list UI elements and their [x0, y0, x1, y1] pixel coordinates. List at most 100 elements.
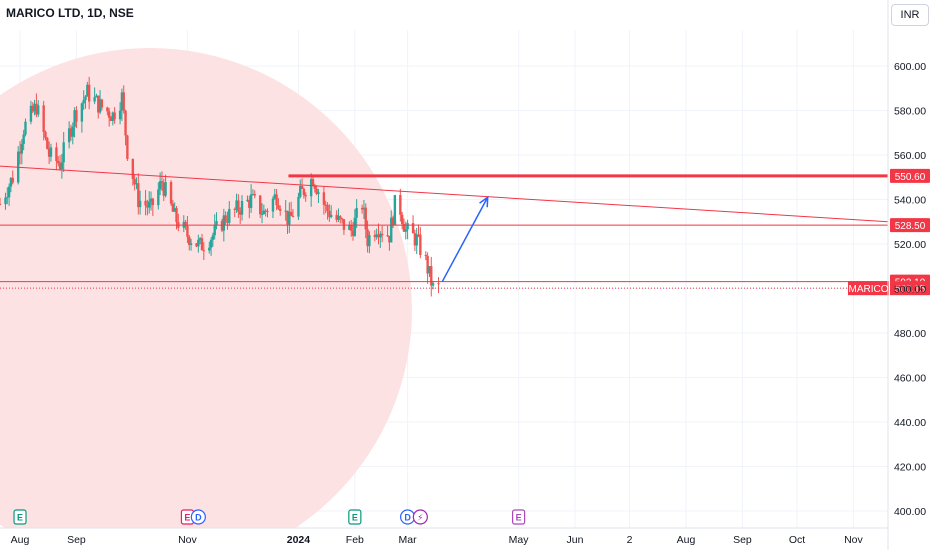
candle-body — [262, 210, 266, 215]
candle-body — [188, 236, 191, 245]
candle-body — [286, 210, 289, 225]
candle-body — [62, 142, 65, 163]
candle-body — [93, 97, 96, 102]
candle-body — [417, 234, 420, 236]
candle-body — [222, 215, 226, 231]
candle-body — [399, 195, 402, 215]
candle-body — [100, 99, 104, 108]
candle-body — [148, 201, 151, 208]
candle-body — [131, 158, 135, 179]
candle-body — [304, 195, 307, 197]
candle-body — [44, 131, 47, 138]
candle-body — [228, 208, 231, 223]
candle-body — [340, 218, 344, 220]
candle-body — [253, 194, 256, 196]
candle-body — [20, 144, 24, 154]
event-letter: D — [404, 513, 411, 523]
candle-body — [339, 216, 342, 219]
candle-body — [379, 233, 382, 238]
event-letter: E — [17, 513, 23, 523]
candle-body — [226, 221, 229, 223]
x-tick-label: Sep — [733, 534, 752, 546]
y-tick-label: 560.00 — [894, 150, 926, 162]
candle-body — [60, 162, 64, 170]
candle-body — [437, 283, 440, 285]
candle-body — [386, 235, 389, 237]
x-tick-label: May — [509, 534, 530, 546]
candle-body — [198, 238, 202, 240]
candle-body — [97, 95, 100, 113]
candle-body — [202, 250, 206, 252]
candle-body — [275, 194, 278, 206]
candle-body — [69, 128, 73, 137]
candle-body — [4, 197, 7, 205]
candle-body — [315, 188, 318, 194]
candle-body — [171, 203, 175, 212]
candle-body — [337, 216, 340, 220]
x-tick-label: Feb — [346, 534, 364, 546]
candle-body — [158, 181, 162, 190]
y-tick-label: 540.00 — [894, 195, 926, 207]
event-letter: E — [516, 513, 522, 523]
y-tick-label: 460.00 — [894, 373, 926, 385]
candle-body — [6, 197, 9, 199]
candle-body — [271, 198, 275, 212]
x-tick-label: Sep — [67, 534, 86, 546]
x-tick-label: Aug — [677, 534, 696, 546]
candle-body — [18, 151, 22, 154]
candle-body — [393, 195, 397, 225]
candle-body — [73, 110, 76, 127]
candle-body — [149, 198, 153, 202]
candle-body — [368, 235, 371, 247]
candle-body — [415, 234, 418, 246]
y-tick-label: 600.00 — [894, 61, 926, 73]
last-price-label: 500.15 — [895, 284, 926, 295]
candle-body — [186, 225, 189, 237]
y-tick-label: 420.00 — [894, 462, 926, 474]
candle-body — [233, 208, 236, 210]
candle-body — [400, 214, 404, 225]
candle-body — [237, 200, 240, 212]
symbol-label-bg — [848, 281, 889, 296]
candle-body — [413, 233, 417, 246]
candle-body — [160, 181, 164, 183]
y-tick-label: 500.00 — [894, 284, 926, 296]
chart-title: MARICO LTD, 1D, NSE — [6, 6, 134, 20]
y-tick-label: 480.00 — [894, 328, 926, 340]
candle-body — [42, 105, 45, 132]
candle-body — [246, 199, 249, 201]
trendline — [0, 165, 889, 223]
x-tick-label: Aug — [11, 534, 30, 546]
candle-body — [33, 103, 36, 112]
candle-body — [380, 233, 384, 236]
y-tick-label: 440.00 — [894, 417, 926, 429]
x-tick-label: Jun — [567, 534, 584, 546]
candle-body — [57, 161, 60, 164]
candle-body — [273, 194, 276, 199]
candle-body — [260, 214, 264, 216]
candle-body — [24, 121, 27, 135]
candle-body — [373, 235, 377, 238]
candle-body — [390, 217, 393, 243]
candle-body — [106, 107, 109, 112]
event-earnings-marker — [512, 509, 526, 525]
candle-body — [355, 207, 358, 218]
candle-body — [31, 105, 34, 112]
level-label-bg-1 — [890, 218, 930, 233]
candle-body — [9, 177, 13, 187]
candle-body — [122, 92, 125, 111]
event-dividend-marker — [190, 509, 206, 525]
candle-body — [144, 200, 147, 206]
candle-body — [391, 217, 395, 225]
candle-body — [297, 196, 300, 217]
candle-body — [348, 224, 351, 230]
event-earnings-marker — [348, 509, 362, 525]
y-tick-label: 580.00 — [894, 106, 926, 118]
candle-body — [249, 194, 253, 208]
candle-body — [58, 163, 62, 170]
candle-body — [411, 223, 415, 234]
candle-body — [288, 211, 291, 225]
currency-button[interactable]: INR — [891, 4, 929, 26]
